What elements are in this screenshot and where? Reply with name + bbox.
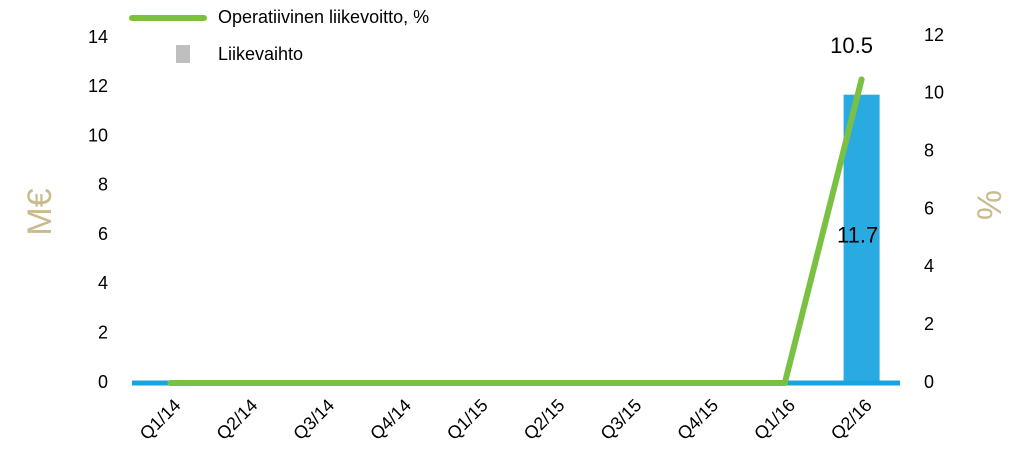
y2-tick-label: 4: [924, 256, 934, 276]
legend-swatch: [176, 45, 190, 63]
y-tick-label: 0: [98, 372, 108, 392]
y2-tick-label: 6: [924, 198, 934, 218]
y2-tick-label: 10: [924, 83, 944, 103]
x-tick-label: Q4/15: [673, 395, 722, 444]
x-tick-label: Q2/16: [827, 395, 876, 444]
y2-tick-label: 2: [924, 314, 934, 334]
legend-label: Operatiivinen liikevoitto, %: [218, 7, 429, 27]
x-tick-label: Q3/14: [289, 395, 338, 444]
data-label: 10.5: [830, 33, 873, 58]
y2-tick-label: 8: [924, 140, 934, 160]
x-tick-label: Q1/14: [136, 395, 185, 444]
y-tick-label: 10: [88, 125, 108, 145]
x-tick-label: Q1/15: [443, 395, 492, 444]
x-tick-label: Q4/14: [366, 395, 415, 444]
y-tick-label: 14: [88, 27, 108, 47]
y-tick-label: 12: [88, 76, 108, 96]
y2-axis-title: %: [971, 190, 1009, 220]
y2-tick-label: 0: [924, 372, 934, 392]
x-tick-label: Q1/16: [750, 395, 799, 444]
y-tick-label: 4: [98, 273, 108, 293]
line: [167, 76, 865, 386]
x-tick-label: Q2/14: [213, 395, 262, 444]
y2-tick-label: 12: [924, 25, 944, 45]
y-axis-title: M€: [21, 188, 59, 235]
y-tick-label: 6: [98, 224, 108, 244]
x-tick-label: Q3/15: [597, 395, 646, 444]
x-tick-label: Q2/15: [520, 395, 569, 444]
data-label: 11.7: [837, 223, 878, 248]
legend-label: Liikevaihto: [218, 44, 303, 64]
y-tick-label: 8: [98, 175, 108, 195]
y-tick-label: 2: [98, 322, 108, 342]
bar: [843, 94, 880, 383]
